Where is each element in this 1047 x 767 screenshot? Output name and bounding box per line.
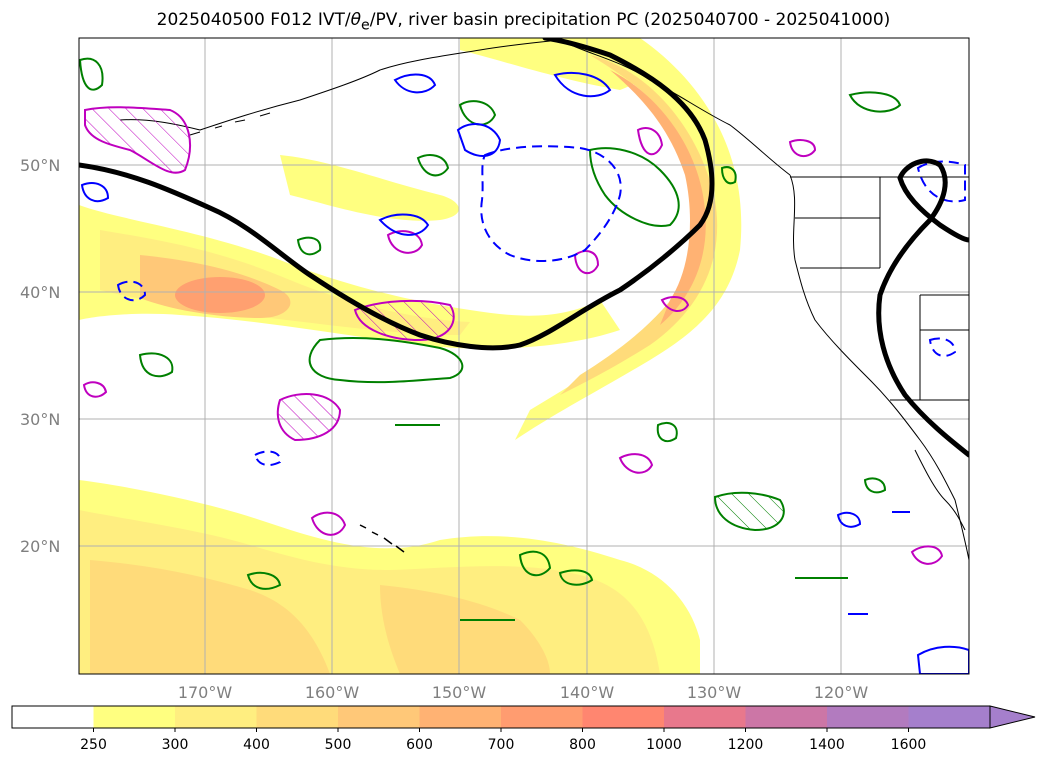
precip-contour — [310, 511, 347, 536]
precip-pc-contours — [82, 106, 944, 565]
lon-label-150w: 150°W — [432, 683, 487, 702]
colorbar-tick-label: 700 — [488, 737, 515, 753]
theta-e-neg-contour — [916, 645, 969, 674]
precip-contour — [910, 545, 944, 565]
colorbar-tick-label: 800 — [569, 737, 596, 753]
pv-contour-east — [876, 158, 969, 458]
lat-label-50n: 50°N — [20, 156, 60, 175]
theta-e-neg-contour — [928, 337, 957, 357]
colorbar-segment — [12, 706, 94, 728]
colorbar-segment — [582, 706, 665, 728]
precip-contour — [636, 127, 664, 156]
state-lines — [795, 177, 969, 401]
theta-e-contour — [458, 100, 497, 126]
theta-e-neg-contour — [378, 213, 430, 236]
pv-contours — [79, 38, 969, 458]
colorbar-segment — [175, 706, 257, 728]
colorbar: 250 300 400 500 600 700 800 1000 1200 1400 1600 — [11, 705, 1036, 753]
theta-e-contour — [416, 154, 450, 177]
theta-e-contour — [848, 91, 902, 113]
lon-label-140w: 140°W — [560, 683, 615, 702]
colorbar-tick-label: 1400 — [809, 737, 845, 753]
colorbar-tick-label: 250 — [80, 737, 107, 753]
precip-contour — [386, 230, 424, 254]
lat-label-20n: 20°N — [20, 537, 60, 556]
alaska-coast — [119, 39, 791, 176]
theta-e-green-contours — [79, 57, 902, 621]
theta-e-neg-contour — [480, 145, 622, 262]
lon-label-160w: 160°W — [305, 683, 360, 702]
theta-e-contour — [863, 477, 887, 494]
ivt-band-south-400 — [90, 560, 330, 674]
ivt-band-north-250 — [280, 155, 459, 221]
colorbar-segment — [338, 706, 420, 728]
colorbar-segment — [93, 706, 176, 728]
lat-label-30n: 30°N — [20, 410, 60, 429]
theta-e-contour — [296, 236, 322, 256]
colorbar-tick-label: 300 — [162, 737, 189, 753]
colorbar-extend-arrow — [989, 705, 1036, 729]
theta-e-blue-contours — [80, 72, 969, 674]
theta-e-contour — [558, 569, 594, 586]
colorbar-tick-label: 1600 — [891, 737, 927, 753]
colorbar-segment — [419, 706, 502, 728]
theta-e-contour — [308, 337, 464, 384]
precip-contour — [660, 296, 690, 312]
theta-e-contour — [588, 147, 680, 227]
colorbar-tick-label: 600 — [406, 737, 433, 753]
theta-e-neg-contour — [393, 73, 437, 94]
lon-label-170w: 170°W — [178, 683, 233, 702]
theta-e-contour — [713, 491, 785, 532]
colorbar-tick-label: 1000 — [646, 737, 682, 753]
map-frame — [78, 37, 970, 675]
precip-contour — [788, 139, 817, 158]
baja-coast — [914, 449, 966, 531]
theta-e-contour — [79, 57, 104, 91]
aleutians — [189, 112, 271, 136]
ivt-band-south-400b — [380, 585, 550, 674]
ivt-core-west — [175, 277, 265, 313]
theta-e-contour — [138, 352, 174, 378]
pv-contour-main — [79, 38, 715, 351]
lon-label-120w: 120°W — [814, 683, 869, 702]
hawaii — [359, 524, 405, 553]
ivt-band-arc-300 — [560, 55, 718, 395]
ivt-band-arc-250 — [515, 38, 742, 440]
theta-e-contour — [656, 421, 678, 443]
theta-e-contour — [518, 550, 552, 577]
precip-contour — [353, 299, 455, 342]
theta-e-neg-contour — [836, 511, 862, 528]
colorbar-tick-label: 500 — [325, 737, 352, 753]
colorbar-segment — [908, 706, 991, 728]
theta-e-neg-contour — [456, 123, 502, 157]
theta-e-contour — [720, 166, 737, 185]
colorbar-segment — [827, 706, 909, 728]
lat-label-40n: 40°N — [20, 283, 60, 302]
theta-e-contour — [246, 571, 282, 590]
colorbar-tick-label: 400 — [243, 737, 270, 753]
map-title: 2025040500 F012 IVT/θe/PV, river basin p… — [156, 10, 891, 34]
precip-contour — [84, 106, 191, 174]
theta-e-neg-contour — [916, 160, 966, 203]
bc-coast — [789, 174, 969, 561]
colorbar-tick-label: 1200 — [728, 737, 764, 753]
colorbar-segment — [501, 706, 583, 728]
colorbar-segment — [664, 706, 746, 728]
precip-contour — [276, 393, 342, 442]
precip-contour — [618, 453, 654, 474]
colorbar-segment — [256, 706, 339, 728]
theta-e-neg-contour — [116, 280, 147, 302]
precip-contour — [82, 381, 108, 398]
theta-e-neg-contour — [80, 182, 110, 203]
lon-label-130w: 130°W — [687, 683, 742, 702]
theta-e-neg-contour — [253, 450, 282, 467]
map-layers — [79, 38, 969, 674]
colorbar-segment — [745, 706, 828, 728]
graticule — [79, 38, 969, 674]
coastlines — [119, 39, 969, 561]
theta-e-neg-contour — [553, 72, 612, 98]
